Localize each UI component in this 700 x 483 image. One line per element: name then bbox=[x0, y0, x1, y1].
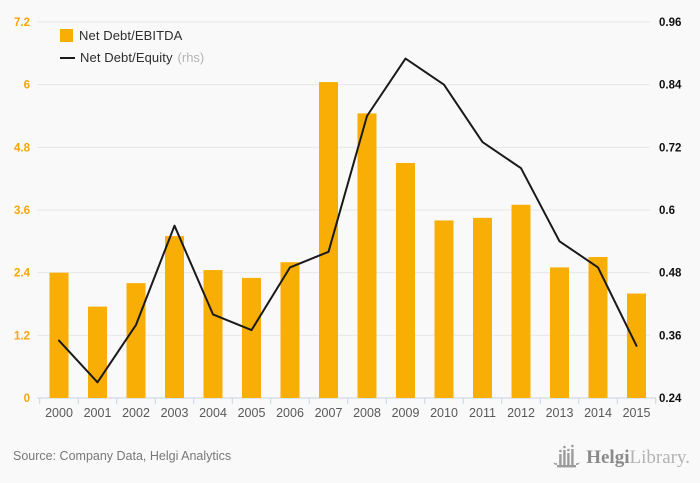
left-axis-tick-label: 7.2 bbox=[14, 17, 30, 29]
left-axis-tick-label: 6 bbox=[24, 80, 30, 92]
bar-2007 bbox=[319, 82, 338, 399]
line-series-swatch-icon bbox=[60, 56, 75, 59]
right-axis-tick-label: 0.96 bbox=[659, 17, 681, 29]
logo-wordmark: HelgiLibrary. bbox=[586, 448, 690, 467]
bar-2012 bbox=[511, 204, 531, 398]
bar-2001 bbox=[88, 306, 107, 398]
bar-2000 bbox=[49, 272, 69, 398]
x-axis-year-label: 2013 bbox=[546, 406, 574, 420]
bar-2003 bbox=[165, 236, 184, 398]
left-axis-tick-label: 0 bbox=[24, 393, 30, 405]
bar-2014 bbox=[588, 257, 608, 398]
x-axis-year-label: 2008 bbox=[353, 406, 381, 420]
x-axis-year-label: 2009 bbox=[392, 406, 420, 420]
legend-item-net-debt-ebitda: Net Debt/EBITDA bbox=[60, 28, 204, 43]
bar-2008 bbox=[357, 113, 377, 398]
bar-2004 bbox=[203, 270, 223, 398]
x-axis-year-label: 2004 bbox=[199, 406, 227, 420]
chart-plot-area: 7.2 0.96 6 0.84 4.8 0.72 3.6 0.6 2.4 0.48 1.2 0.36 0… bbox=[14, 17, 682, 420]
x-axis-year-label: 2012 bbox=[507, 406, 535, 420]
right-axis-tick-label: 0.6 bbox=[659, 205, 675, 217]
legend-label-bar-series: Net Debt/EBITDA bbox=[79, 28, 183, 43]
x-axis-year-label: 2010 bbox=[430, 406, 458, 420]
legend-item-net-debt-equity: Net Debt/Equity (rhs) bbox=[60, 50, 204, 65]
bar-2013 bbox=[550, 267, 569, 398]
left-axis-tick-label: 2.4 bbox=[14, 268, 31, 280]
right-axis-tick-label: 0.72 bbox=[659, 142, 681, 154]
bar-2010 bbox=[434, 220, 454, 398]
bar-2005 bbox=[242, 277, 261, 398]
legend-note-rhs: (rhs) bbox=[177, 50, 205, 65]
bar-2009 bbox=[396, 163, 415, 398]
x-axis-year-label: 2011 bbox=[469, 406, 496, 420]
helgi-logo-chart-icon bbox=[553, 444, 580, 468]
bar-series-swatch-icon bbox=[60, 29, 73, 42]
x-axis-year-label: 2014 bbox=[584, 406, 612, 420]
right-axis-tick-label: 0.36 bbox=[659, 330, 681, 342]
bar-2006 bbox=[280, 262, 300, 398]
bar-2002 bbox=[126, 283, 146, 398]
x-axis-year-label: 2002 bbox=[122, 406, 150, 420]
x-axis-year-label: 2006 bbox=[276, 406, 304, 420]
x-axis-year-label: 2007 bbox=[315, 406, 343, 420]
logo-word-helgi: Helgi bbox=[586, 446, 630, 468]
right-axis-tick-label: 0.24 bbox=[659, 393, 682, 405]
left-axis-tick-label: 4.8 bbox=[14, 142, 31, 154]
right-axis-tick-label: 0.84 bbox=[659, 80, 682, 92]
x-axis-year-label: 2000 bbox=[45, 406, 73, 420]
x-axis-year-label: 2001 bbox=[84, 406, 112, 420]
left-axis-tick-label: 1.2 bbox=[14, 330, 30, 342]
logo-word-library: Library. bbox=[629, 446, 691, 468]
helgi-library-logo[interactable]: HelgiLibrary. bbox=[553, 442, 690, 472]
net-debt-equity-line bbox=[58, 57, 638, 384]
source-text: Source: Company Data, Helgi Analytics bbox=[13, 449, 232, 463]
left-axis-tick-label: 3.6 bbox=[14, 205, 30, 217]
chart-legend: Net Debt/EBITDA Net Debt/Equity (rhs) bbox=[60, 28, 204, 65]
legend-label-line-series: Net Debt/Equity bbox=[80, 50, 173, 65]
x-axis-year-label: 2015 bbox=[623, 406, 651, 420]
bar-2011 bbox=[473, 217, 492, 398]
right-axis-tick-label: 0.48 bbox=[659, 268, 682, 280]
x-axis-year-label: 2005 bbox=[238, 406, 266, 420]
x-axis-year-label: 2003 bbox=[161, 406, 189, 420]
